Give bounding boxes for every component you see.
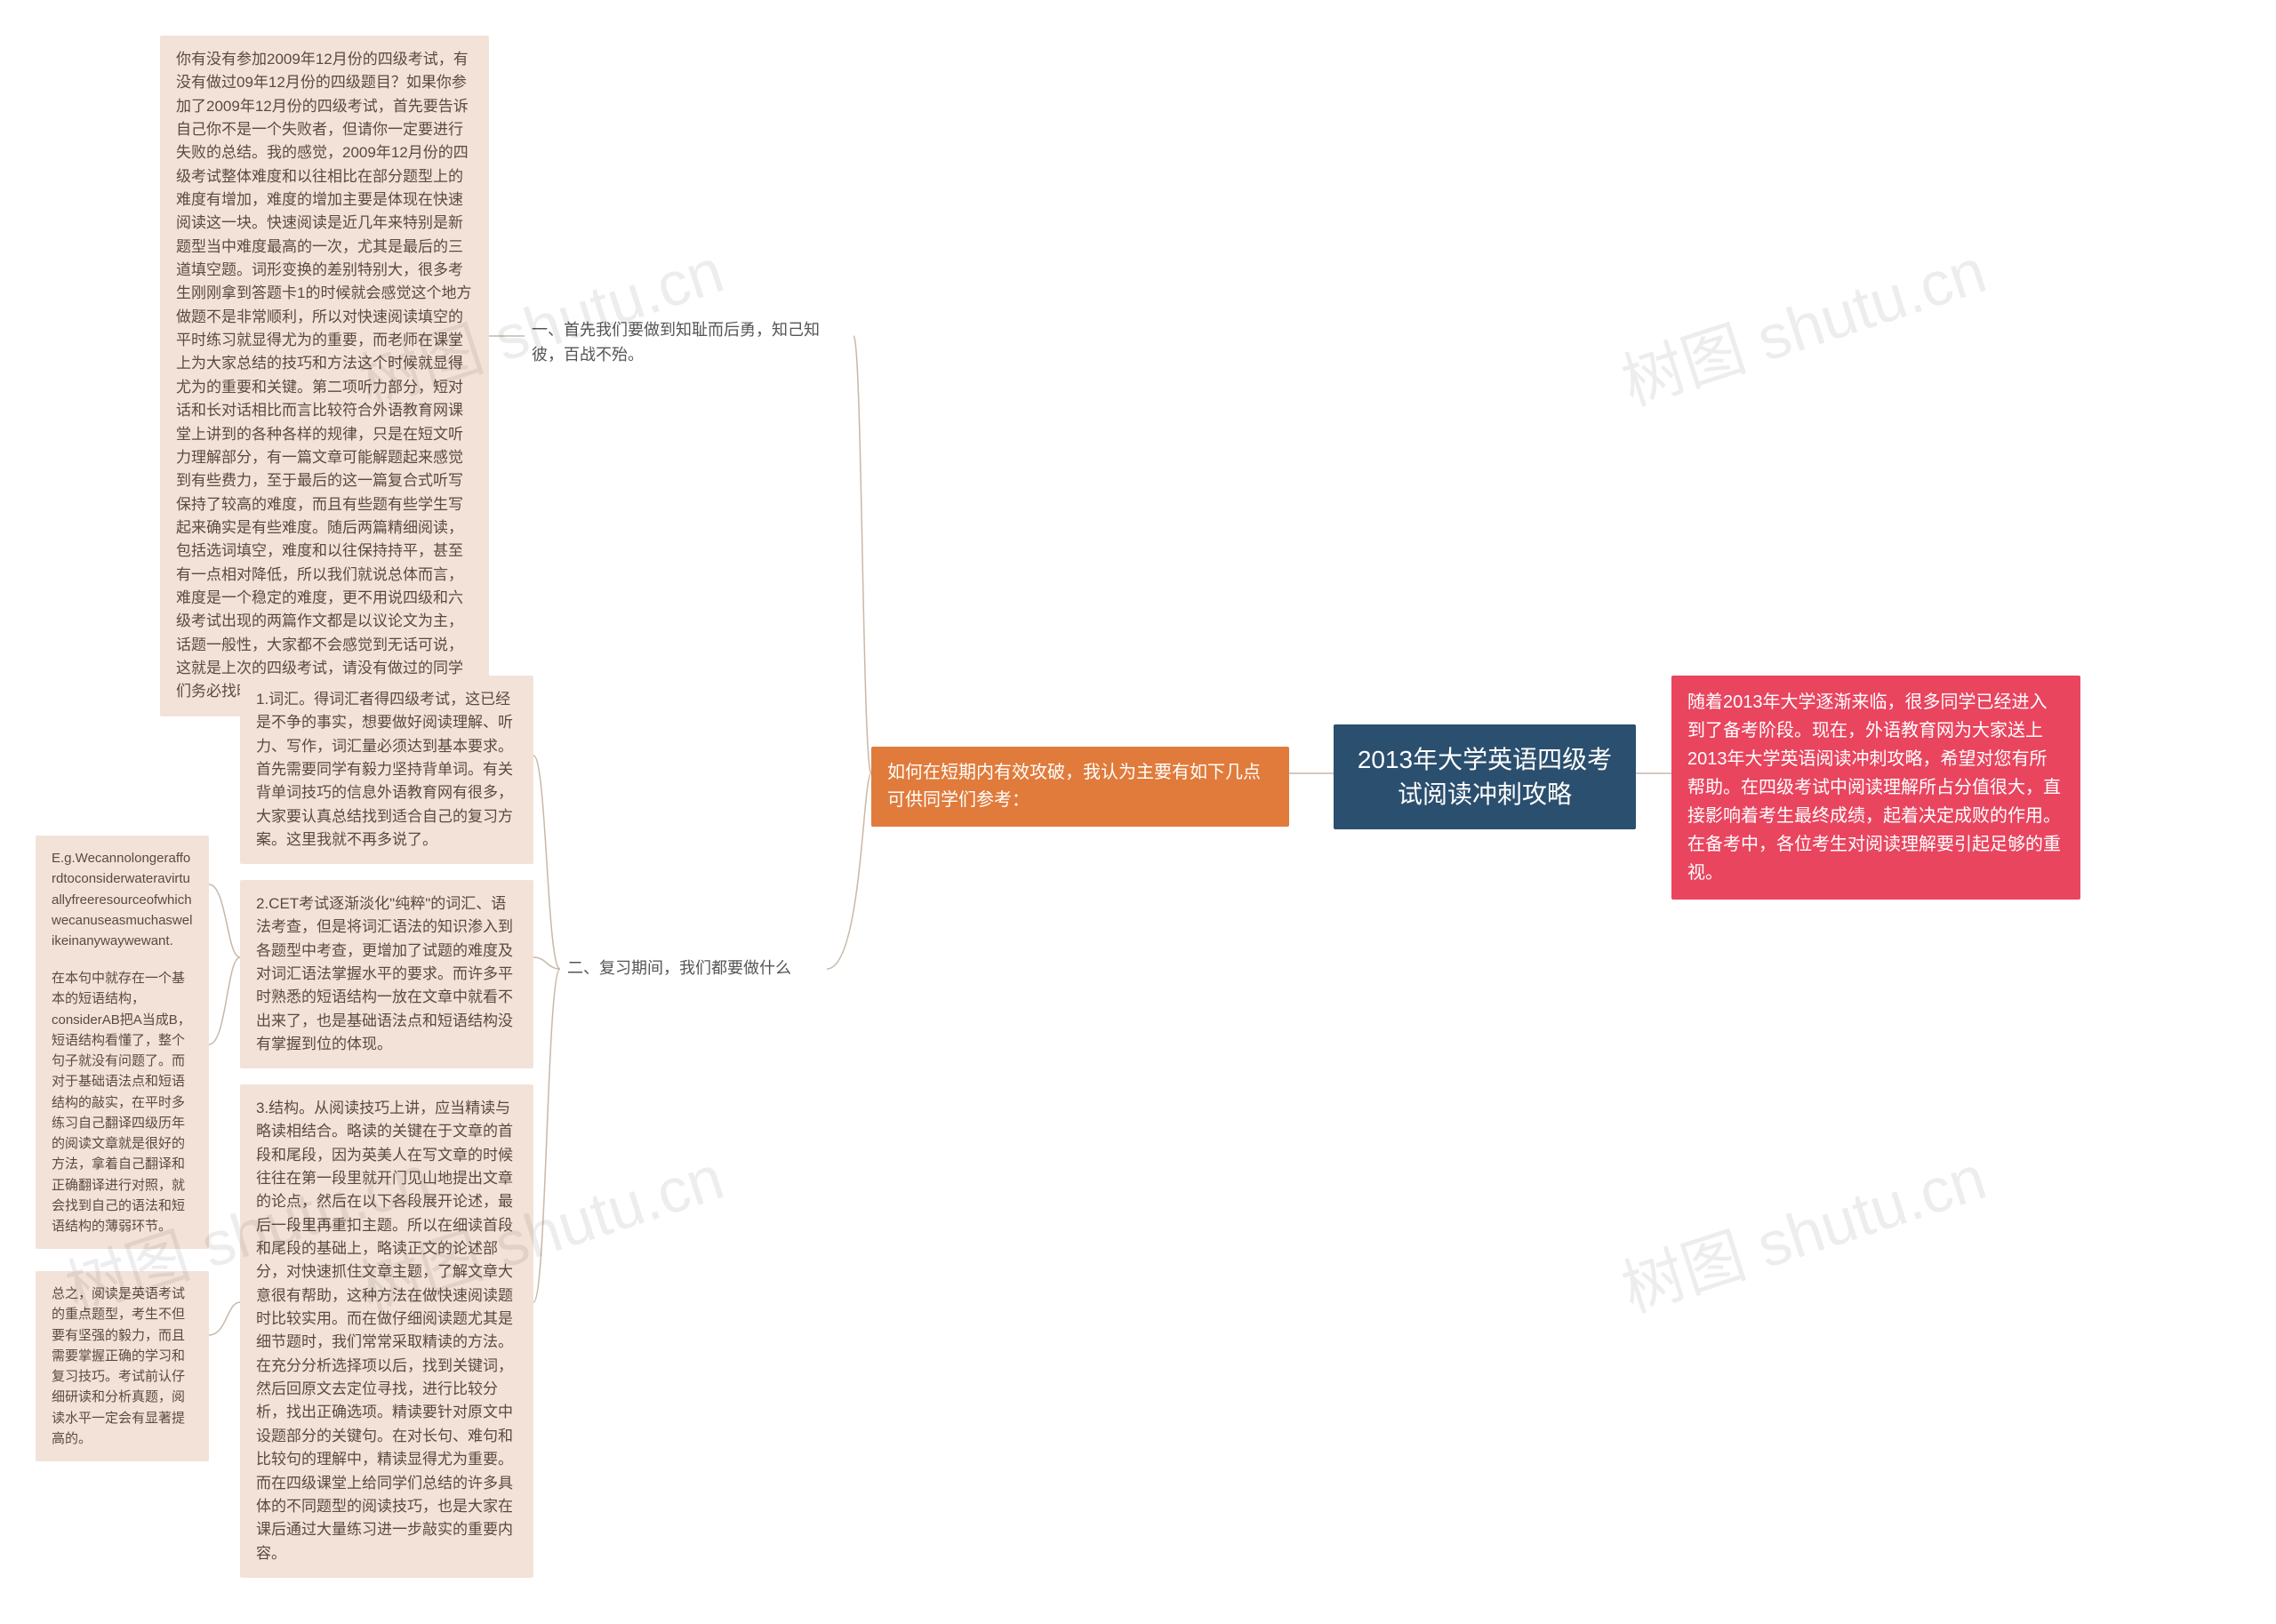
watermark: 树图 shutu.cn — [1609, 221, 1996, 423]
section2-item3-text: 3.结构。从阅读技巧上讲，应当精读与略读相结合。略读的关键在于文章的首段和尾段，… — [256, 1100, 513, 1562]
section1-label-text: 一、首先我们要做到知耻而后勇，知己知彼，百战不殆。 — [532, 321, 820, 364]
section1-body-text: 你有没有参加2009年12月份的四级考试，有没有做过09年12月份的四级题目？如… — [176, 51, 471, 700]
root-description-text: 随着2013年大学逐渐来临，很多同学已经进入到了备考阶段。现在，外语教育网为大家… — [1687, 692, 2061, 883]
section2-item1: 1.词汇。得词汇者得四级考试，这已经是不争的事实，想要做好阅读理解、听力、写作，… — [240, 676, 533, 864]
root-node[interactable]: 2013年大学英语四级考试阅读冲刺攻略 — [1334, 724, 1636, 829]
section2-label[interactable]: 二、复习期间，我们都要做什么 — [560, 951, 827, 987]
section2-label-text: 二、复习期间，我们都要做什么 — [567, 959, 791, 977]
section1-label[interactable]: 一、首先我们要做到知耻而后勇，知己知彼，百战不殆。 — [525, 313, 854, 373]
watermark: 树图 shutu.cn — [1609, 1128, 1996, 1330]
section2-item3: 3.结构。从阅读技巧上讲，应当精读与略读相结合。略读的关键在于文章的首段和尾段，… — [240, 1084, 533, 1578]
root-title: 2013年大学英语四级考试阅读冲刺攻略 — [1358, 746, 1612, 808]
section2-item2-text: 2.CET考试逐渐淡化"纯粹"的词汇、语法考查，但是将词汇语法的知识渗入到各题型… — [256, 895, 513, 1052]
root-description: 随着2013年大学逐渐来临，很多同学已经进入到了备考阶段。现在，外语教育网为大家… — [1671, 676, 2080, 900]
section2-item1-text: 1.词汇。得词汇者得四级考试，这已经是不争的事实，想要做好阅读理解、听力、写作，… — [256, 691, 513, 848]
sub-text: 如何在短期内有效攻破，我认为主要有如下几点可供同学们参考： — [887, 763, 1261, 810]
section2-item2: 2.CET考试逐渐淡化"纯粹"的词汇、语法考查，但是将词汇语法的知识渗入到各题型… — [240, 880, 533, 1068]
section2-item2-example-b-text: 在本句中就存在一个基本的短语结构，considerAB把A当成B，短语结构看懂了… — [52, 971, 191, 1234]
section1-body: 你有没有参加2009年12月份的四级考试，有没有做过09年12月份的四级题目？如… — [160, 36, 489, 716]
section2-item2-example-a: E.g.Wecannolongeraffordtoconsiderwaterav… — [36, 836, 209, 964]
section2-item2-example-b: 在本句中就存在一个基本的短语结构，considerAB把A当成B，短语结构看懂了… — [36, 956, 209, 1249]
section2-item3-summary-text: 总之，阅读是英语考试的重点题型，考生不但要有坚强的毅力，而且需要掌握正确的学习和… — [52, 1286, 185, 1446]
section2-item3-summary: 总之，阅读是英语考试的重点题型，考生不但要有坚强的毅力，而且需要掌握正确的学习和… — [36, 1271, 209, 1461]
sub-node[interactable]: 如何在短期内有效攻破，我认为主要有如下几点可供同学们参考： — [871, 747, 1289, 827]
section2-item2-example-a-text: E.g.Wecannolongeraffordtoconsiderwaterav… — [52, 851, 192, 948]
